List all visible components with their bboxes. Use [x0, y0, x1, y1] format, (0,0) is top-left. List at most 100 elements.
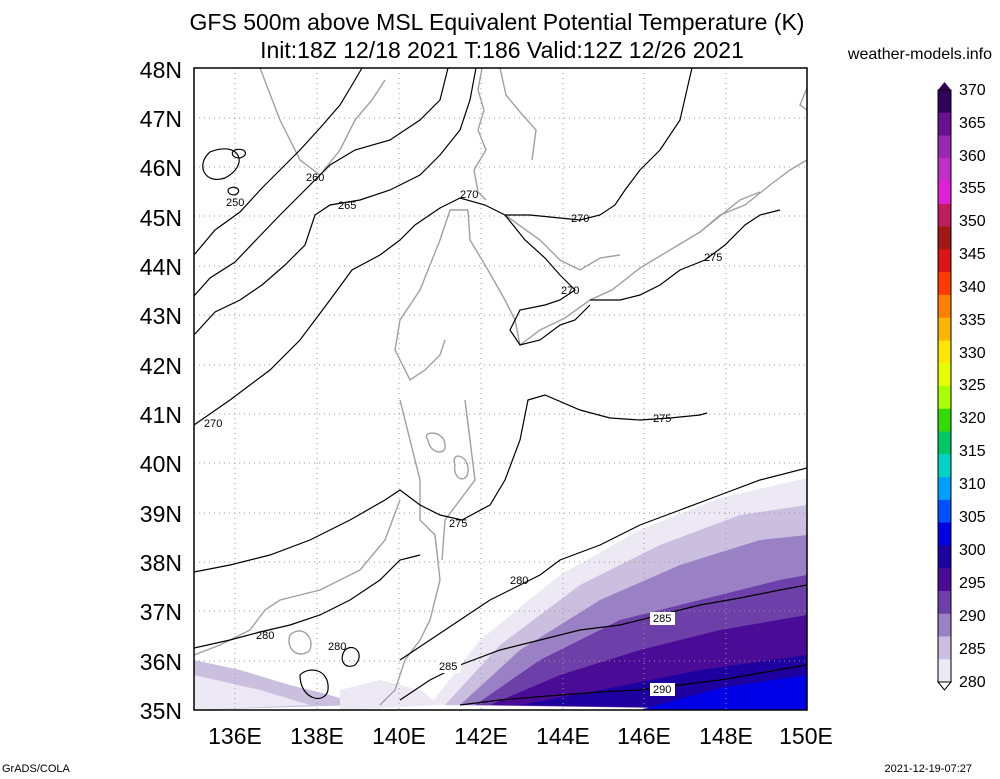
- graticule: [194, 68, 807, 710]
- colorbar-label: 310: [959, 476, 986, 493]
- contour-label: 260: [306, 172, 324, 184]
- lat-label: 36N: [140, 649, 182, 675]
- contour-250: [194, 68, 363, 256]
- contour-280-south: [399, 467, 807, 661]
- contour-labels: 250 260 265 270 270 270 270 275 275 275 …: [204, 172, 722, 696]
- lat-label: 40N: [140, 451, 182, 477]
- contour-290: [459, 664, 807, 706]
- colorbar-label: 300: [959, 542, 986, 559]
- colorbar-label: 340: [959, 279, 986, 296]
- colorbar-swatch: [938, 181, 951, 205]
- colorbar-swatch: [938, 112, 951, 137]
- colorbar-label: 355: [959, 180, 986, 197]
- colorbar-label: 315: [959, 443, 986, 460]
- contour-label: 270: [561, 285, 579, 297]
- colorbar-label: 350: [959, 213, 986, 230]
- contour-label: 275: [449, 518, 467, 530]
- contour-label: 280: [256, 630, 274, 642]
- colorbar-max-arrow: [938, 82, 951, 90]
- colorbar-min-arrow: [936, 681, 953, 691]
- colorbar-label: 345: [959, 246, 986, 263]
- lon-label: 144E: [536, 723, 590, 749]
- colorbar-swatch: [938, 590, 951, 615]
- contour-label: 280: [510, 575, 528, 587]
- lat-label: 46N: [140, 155, 182, 181]
- contour-265: [194, 68, 477, 336]
- contour-260: [194, 68, 449, 297]
- contour-280-north: [194, 554, 421, 649]
- lat-label: 44N: [140, 254, 182, 280]
- lon-label: 140E: [372, 723, 426, 749]
- lat-label: 48N: [140, 57, 182, 83]
- contour-270-west: [194, 197, 591, 426]
- coastline-honshu: [379, 399, 441, 706]
- contour-label: 275: [704, 252, 722, 264]
- colorbar-label: 335: [959, 312, 986, 329]
- colorbar-swatch: [938, 431, 951, 455]
- colorbar-swatch: [938, 203, 951, 228]
- lon-label: 138E: [290, 723, 344, 749]
- colorbar-swatch: [938, 408, 951, 433]
- contour-label: 290: [653, 684, 671, 696]
- colorbar-label: 280: [959, 674, 986, 691]
- colorbar-swatch: [938, 522, 951, 546]
- map-subtitle: Init:18Z 12/18 2021 T:186 Valid:12Z 12/2…: [260, 37, 744, 63]
- lon-label: 136E: [208, 723, 262, 749]
- footer-timestamp: 2021-12-19-07:27: [884, 763, 972, 775]
- colorbar-label: 330: [959, 345, 986, 362]
- lat-label: 43N: [140, 303, 182, 329]
- theta-e-contours: [194, 68, 807, 706]
- lon-label: 146E: [617, 723, 671, 749]
- colorbar-label: 285: [959, 641, 986, 658]
- colorbar-label: 365: [959, 115, 986, 132]
- colorbar-swatch: [938, 340, 951, 364]
- colorbar-label: 305: [959, 509, 986, 526]
- contour-275-north: [590, 209, 781, 301]
- colorbar-swatch: [938, 636, 951, 660]
- lon-label: 148E: [699, 723, 753, 749]
- colorbar-label: 360: [959, 148, 986, 165]
- site-name: weather-models.info: [847, 46, 992, 63]
- colorbar-label: 290: [959, 608, 986, 625]
- colorbar-swatch: [938, 135, 951, 159]
- contour-label: 265: [338, 200, 356, 212]
- theta-e-shading: [194, 478, 807, 710]
- colorbar-swatch: [938, 317, 951, 341]
- contour-label: 250: [226, 197, 244, 209]
- colorbar-label: 325: [959, 377, 986, 394]
- lat-label: 47N: [140, 106, 182, 132]
- colorbar-swatch: [938, 659, 951, 683]
- contour-275-south: [194, 394, 708, 573]
- colorbar: [936, 82, 953, 691]
- contour-label: 285: [653, 613, 671, 625]
- colorbar-swatch: [938, 90, 951, 114]
- colorbar-swatch: [938, 545, 951, 569]
- contour-label: 285: [439, 661, 457, 673]
- colorbar-swatch: [938, 294, 951, 319]
- colorbar-swatch: [938, 363, 951, 387]
- longitude-axis: 136E 138E 140E 142E 144E 146E 148E 150E: [208, 723, 833, 749]
- lat-label: 41N: [140, 402, 182, 428]
- lon-label: 150E: [779, 723, 833, 749]
- map-frame: [193, 67, 808, 711]
- colorbar-swatch: [938, 158, 951, 182]
- colorbar-frame: [937, 89, 952, 683]
- colorbar-label: 370: [959, 82, 986, 99]
- contour-270-east: [505, 68, 693, 221]
- lat-label: 37N: [140, 599, 182, 625]
- contour-label: 280: [328, 641, 346, 653]
- lat-label: 45N: [140, 205, 182, 231]
- lat-label: 35N: [140, 698, 182, 724]
- map-title: GFS 500m above MSL Equivalent Potential …: [189, 9, 805, 35]
- colorbar-swatch: [938, 613, 951, 637]
- colorbar-swatch: [938, 499, 951, 524]
- coastline-kurils: [699, 159, 807, 233]
- lat-label: 38N: [140, 550, 182, 576]
- colorbar-labels: 370 365 360 355 350 345 340 335 330 325 …: [959, 82, 986, 691]
- colorbar-label: 295: [959, 575, 986, 592]
- colorbar-swatch: [938, 454, 951, 478]
- lat-label: 39N: [140, 501, 182, 527]
- contour-label: 270: [571, 213, 589, 225]
- contour-label: 270: [460, 189, 478, 201]
